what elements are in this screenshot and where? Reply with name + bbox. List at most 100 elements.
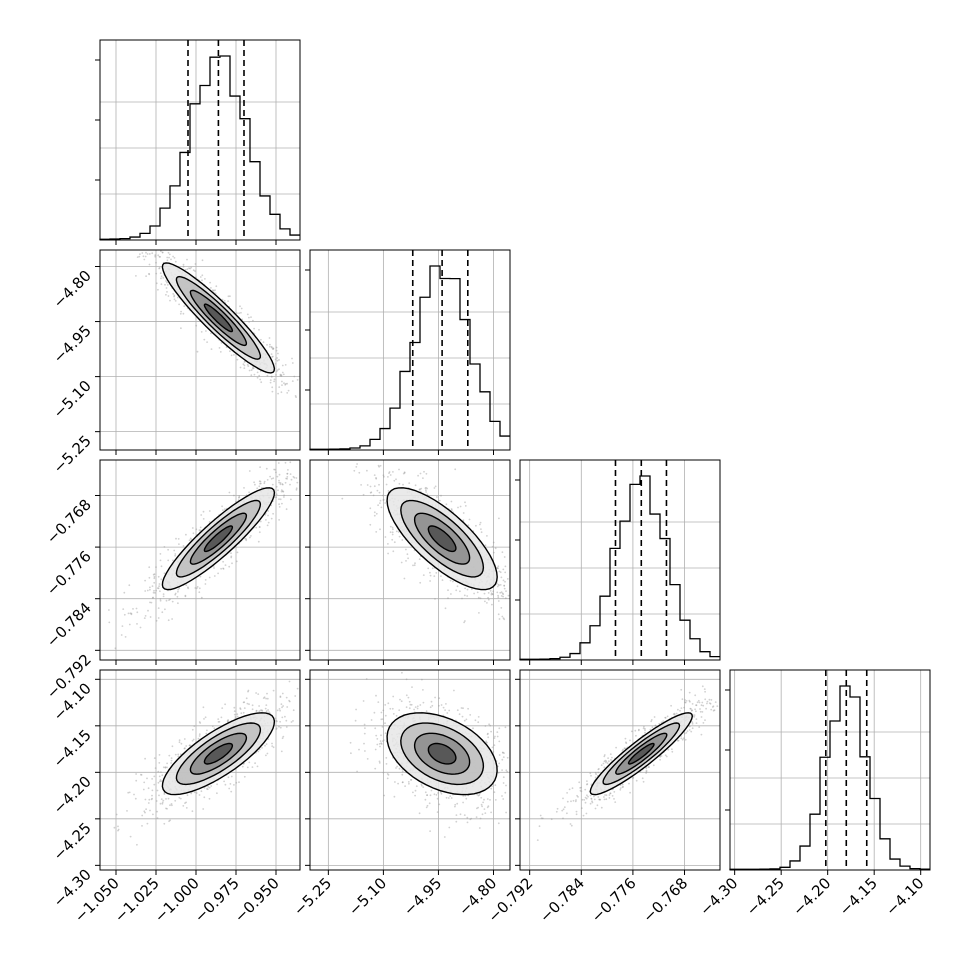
scatter-panel-4-1-point [146, 822, 149, 825]
scatter-panel-4-1-point [256, 765, 259, 768]
scatter-panel-4-1-point [280, 703, 283, 706]
scatter-panel-3-1-point [178, 543, 180, 545]
scatter-panel-3-2-point [384, 536, 387, 538]
scatter-panel-3-2-point [392, 471, 394, 473]
scatter-panel-2-1-point [157, 254, 160, 257]
scatter-panel-4-3-point [706, 702, 708, 705]
scatter-panel-4-1-point [265, 710, 268, 713]
scatter-panel-3-1-point [149, 601, 151, 604]
scatter-panel-4-2-point [487, 732, 489, 735]
scatter-panel-4-2-point [396, 765, 398, 768]
scatter-panel-3-2-point [423, 470, 425, 473]
scatter-panel-3-2-point [462, 519, 465, 521]
scatter-panel-3-1-point [194, 587, 197, 589]
scatter-panel-4-2-point [505, 811, 507, 814]
scatter-panel-3-1-point [289, 473, 292, 475]
scatter-panel-3-1-point [270, 517, 273, 520]
scatter-panel-3-1-point [220, 567, 223, 570]
scatter-panel-3-2-point [388, 472, 390, 474]
scatter-panel-2-1-point [154, 254, 157, 257]
scatter-panel-4-2-point [395, 767, 397, 769]
scatter-panel-3-2-point [389, 531, 392, 534]
scatter-panel-3-2-point [503, 556, 506, 558]
scatter-panel-3-2-point [475, 524, 477, 527]
scatter-panel-2-1-point [256, 376, 259, 379]
scatter-panel-3-1-point [258, 531, 261, 534]
scatter-panel-4-3-point [710, 699, 713, 701]
scatter-panel-2-1-point [282, 373, 285, 376]
scatter-panel-3-1-point [255, 526, 258, 529]
scatter-panel-4-1-point [263, 696, 266, 699]
scatter-panel-4-1-point [242, 711, 245, 714]
scatter-panel-4-1-point [276, 720, 278, 723]
scatter-panel-4-3-point [698, 701, 701, 704]
scatter-panel-3-1-point [267, 510, 269, 512]
scatter-panel-2-1-point [160, 277, 162, 280]
scatter-panel-3-2-point [464, 501, 466, 504]
scatter-panel-2-1-point [240, 311, 242, 314]
scatter-panel-4-2-point [416, 707, 419, 710]
scatter-panel-4-2-point [486, 733, 489, 736]
scatter-panel-4-2-point [494, 799, 497, 801]
scatter-panel-2-1-point [280, 374, 283, 377]
scatter-panel-3-2-point [479, 521, 482, 524]
scatter-panel-3-1-point [292, 475, 295, 478]
scatter-panel-4-1-point [255, 710, 258, 712]
scatter-panel-2-1-point [243, 364, 246, 367]
scatter-panel-3-1-point [274, 468, 277, 471]
scatter-panel-4-2-point [478, 827, 481, 829]
scatter-panel-4-3-point [561, 809, 564, 812]
scatter-panel-4-3-point [693, 714, 696, 716]
scatter-panel-2-1-point [196, 350, 199, 353]
scatter-panel-2-1-contour-1 [203, 303, 234, 333]
scatter-panel-2-1-point [274, 362, 277, 365]
scatter-panel-3-2-point [405, 560, 407, 562]
scatter-panel-2-1-point [258, 374, 261, 377]
scatter-panel-2-1-point [243, 361, 246, 363]
scatter-panel-3-2-point [434, 598, 436, 600]
scatter-panel-4-1-point [271, 745, 274, 747]
scatter-panel-3-1-point [127, 612, 130, 615]
scatter-panel-3-1-point [238, 496, 241, 498]
scatter-panel-3-1-point [169, 598, 171, 601]
scatter-panel-4-1-point [161, 802, 164, 805]
scatter-panel-4-3-point [602, 762, 605, 765]
scatter-panel-4-3-point [712, 709, 715, 712]
scatter-panel-2-1-point [182, 265, 185, 268]
scatter-panel-3-1-point [159, 559, 162, 562]
scatter-panel-3-2-point [498, 517, 500, 520]
scatter-panel-2-1-point [158, 255, 161, 258]
scatter-panel-3-1-point [200, 596, 203, 599]
scatter-panel-2-1-point [284, 383, 287, 386]
scatter-panel-3-2-point [373, 511, 376, 514]
scatter-panel-3-2-point [507, 594, 510, 597]
scatter-panel-4-1-point [168, 820, 171, 823]
scatter-panel-4-1-point [142, 788, 145, 791]
scatter-panel-4-1-point [156, 789, 159, 792]
scatter-panel-3-1-point [233, 494, 235, 497]
scatter-panel-4-1-point [171, 745, 174, 748]
scatter-panel-4-1-point [135, 773, 138, 775]
scatter-panel-3-1-point [254, 483, 256, 486]
scatter-panel-4-1-point [227, 719, 230, 721]
scatter-panel-3-2-point [419, 472, 422, 475]
scatter-panel-3-1-point [157, 575, 160, 578]
scatter-panel-3-1-point [224, 564, 227, 566]
scatter-panel-4-2-point [438, 704, 440, 707]
scatter-panel-2-1-point [270, 353, 273, 355]
scatter-panel-2-1-point [161, 251, 164, 254]
scatter-panel-4-1-point [164, 766, 167, 769]
scatter-panel-4-1-point [166, 766, 168, 769]
scatter-panel-4-2-point [397, 782, 399, 785]
scatter-panel-2-1-point [159, 256, 162, 258]
scatter-panel-3-2-point [486, 602, 488, 604]
scatter-panel-4-2-point [498, 762, 501, 765]
scatter-panel-2-1-point [206, 341, 209, 343]
scatter-panel-4-2-point [434, 696, 436, 699]
scatter-panel-3-1-point [159, 553, 162, 555]
scatter-panel-2-1-point [200, 331, 203, 333]
scatter-panel-3-2-point [425, 491, 427, 493]
scatter-panel-4-2-point [497, 771, 500, 774]
scatter-panel-4-1-point [266, 692, 268, 695]
scatter-panel-3-2-point [447, 597, 449, 600]
